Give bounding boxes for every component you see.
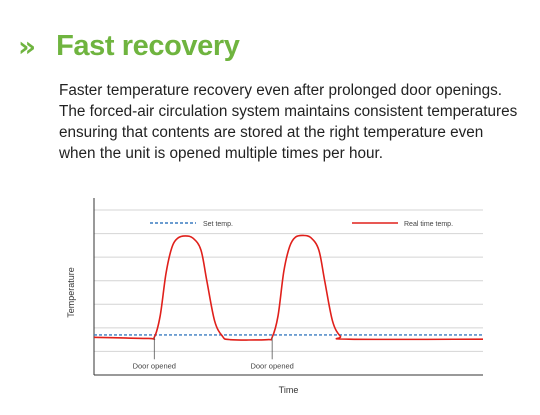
legend-real-time-temp-label: Real time temp. [404, 221, 453, 228]
temperature-recovery-chart: Time Temperature Set temp. Real time temp. D… [66, 198, 484, 395]
door-opened-label: Door opened [250, 361, 293, 370]
description-line: when the unit is opened multiple times p… [59, 145, 383, 162]
description-line: Faster temperature recovery even after p… [59, 82, 503, 99]
door-opened-label: Door opened [133, 361, 176, 370]
description-line: ensuring that contents are stored at the… [59, 124, 484, 141]
double-chevron-icon: » [18, 29, 36, 63]
section-heading: » Fast recovery [18, 26, 240, 66]
section-description: Faster temperature recovery even after p… [59, 80, 539, 164]
legend-set-temp-label: Set temp. [203, 221, 233, 228]
y-axis-label: Temperature [66, 267, 76, 318]
description-line: The forced-air circulation system mainta… [59, 103, 518, 120]
x-axis-label: Time [279, 385, 299, 395]
series-real-time-temp-line [93, 234, 484, 341]
section-title: Fast recovery [56, 29, 240, 62]
